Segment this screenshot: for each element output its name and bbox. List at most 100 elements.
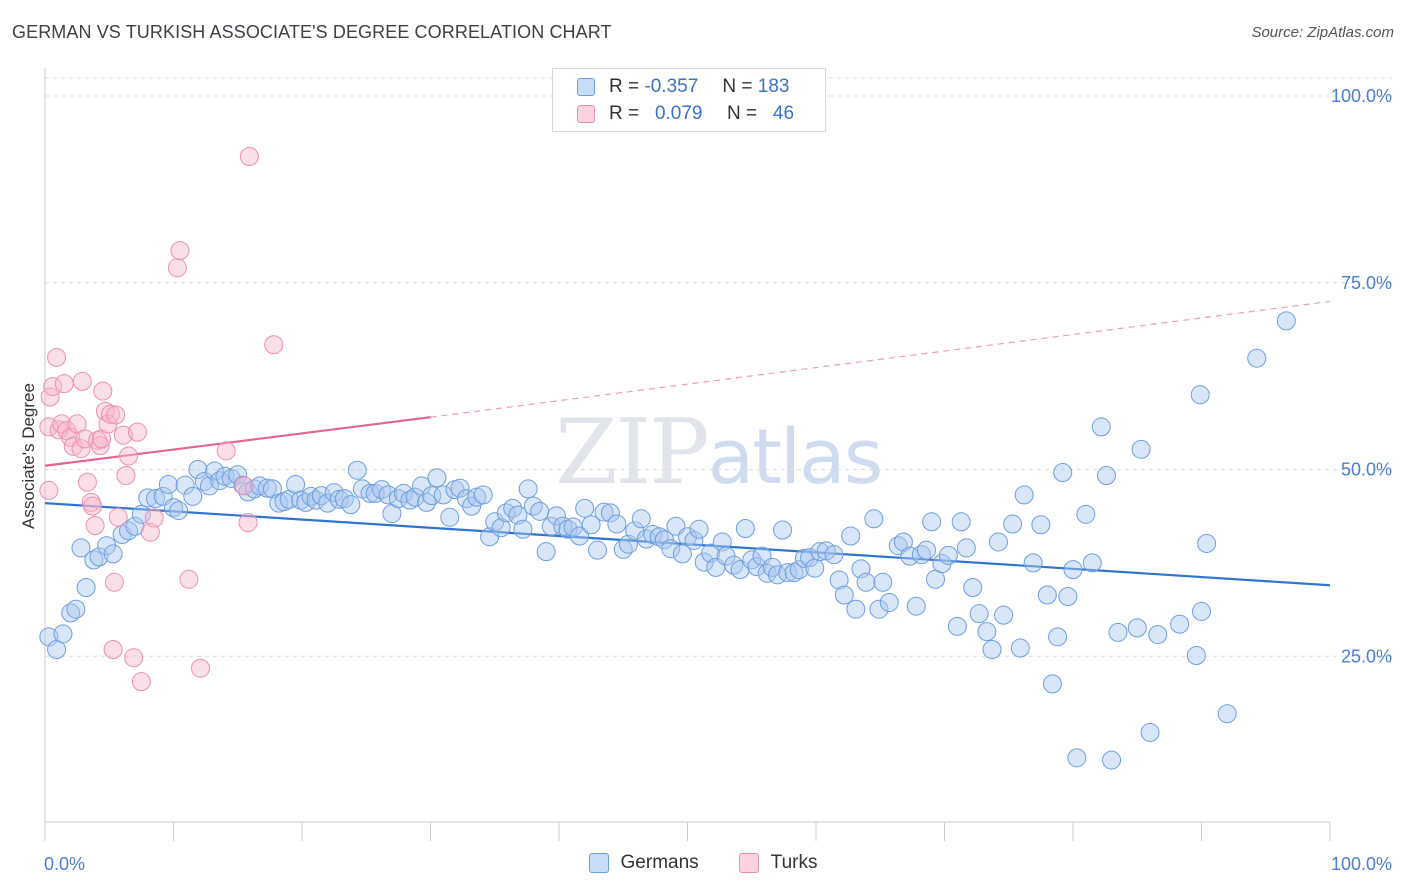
german-point xyxy=(846,599,866,619)
german-point xyxy=(607,514,627,534)
turk-point xyxy=(63,436,83,456)
german-point xyxy=(536,542,556,562)
german-point xyxy=(546,506,566,526)
german-point xyxy=(1102,750,1122,770)
german-point xyxy=(956,538,976,558)
german-point xyxy=(76,578,96,598)
turk-point xyxy=(85,516,105,536)
legend-label: Turks xyxy=(770,852,818,873)
german-point xyxy=(250,476,270,496)
german-point xyxy=(649,527,669,547)
german-point xyxy=(1247,348,1267,368)
data-points xyxy=(39,147,1296,770)
german-point xyxy=(1037,585,1057,605)
german-point xyxy=(1010,638,1030,658)
german-point xyxy=(417,492,437,512)
y-tick-label: 50.0% xyxy=(1341,460,1392,480)
turk-point xyxy=(264,335,284,355)
german-point xyxy=(131,504,151,524)
german-point xyxy=(594,502,614,522)
german-point xyxy=(1108,622,1128,642)
german-point xyxy=(440,507,460,527)
german-point xyxy=(1197,533,1217,553)
german-point xyxy=(199,476,219,496)
german-point xyxy=(183,486,203,506)
german-point xyxy=(301,486,321,506)
turk-point xyxy=(131,672,151,692)
german-point xyxy=(1031,515,1051,535)
german-point xyxy=(906,596,926,616)
german-point xyxy=(1023,553,1043,573)
turks-trend-extension xyxy=(430,300,1331,418)
german-point xyxy=(138,488,158,508)
german-point xyxy=(503,498,523,518)
german-point xyxy=(158,474,178,494)
german-point xyxy=(873,572,893,592)
german-point xyxy=(1096,465,1116,485)
turk-point xyxy=(106,405,126,425)
german-point xyxy=(372,480,392,500)
turk-point xyxy=(52,414,72,434)
n-value: 183 xyxy=(757,76,790,97)
n-value: 46 xyxy=(772,103,795,124)
germans-trend-line xyxy=(44,502,1331,587)
y-tick-label: 100.0% xyxy=(1331,86,1392,106)
german-point xyxy=(1053,462,1073,482)
german-point xyxy=(1127,618,1147,638)
german-point xyxy=(701,543,721,563)
turk-point xyxy=(104,572,124,592)
german-point xyxy=(747,557,767,577)
german-point xyxy=(188,460,208,479)
german-point xyxy=(1131,439,1151,459)
german-point xyxy=(473,485,493,505)
german-point xyxy=(53,624,73,644)
axes xyxy=(44,68,1331,841)
watermark-atlas: atlas xyxy=(707,412,884,501)
german-point xyxy=(71,538,91,558)
turk-point xyxy=(47,347,67,367)
turk-point xyxy=(72,371,92,391)
german-point xyxy=(778,563,798,583)
german-point xyxy=(291,490,311,510)
german-point xyxy=(1276,311,1296,331)
german-point xyxy=(89,547,109,567)
turks-swatch xyxy=(577,105,595,123)
german-point xyxy=(146,489,166,509)
german-point xyxy=(450,478,470,498)
german-point xyxy=(169,501,189,521)
german-point xyxy=(462,496,482,516)
german-point xyxy=(742,550,762,570)
turk-point xyxy=(39,480,59,500)
y-tick-label: 25.0% xyxy=(1341,646,1392,666)
german-point xyxy=(1186,646,1206,666)
turk-point xyxy=(77,472,97,492)
turk-point xyxy=(113,425,133,445)
german-point xyxy=(1140,722,1160,742)
german-point xyxy=(784,563,804,583)
german-point xyxy=(963,578,983,598)
x-tick-label: 100.0% xyxy=(1331,854,1392,874)
german-point xyxy=(175,475,195,495)
german-point xyxy=(205,461,225,481)
german-point xyxy=(689,519,709,539)
german-point xyxy=(588,540,608,560)
german-point xyxy=(427,468,447,488)
german-point xyxy=(508,505,528,525)
turk-point xyxy=(83,496,103,516)
german-point xyxy=(66,599,86,619)
german-point xyxy=(311,486,331,506)
turk-point xyxy=(101,404,121,424)
turk-point xyxy=(170,241,190,261)
turks-trend-line xyxy=(44,416,431,467)
german-point xyxy=(341,495,361,515)
german-point xyxy=(829,570,849,590)
german-point xyxy=(257,478,277,498)
y-tick-label: 75.0% xyxy=(1341,273,1392,293)
german-point xyxy=(1048,627,1068,647)
german-point xyxy=(518,479,538,499)
german-point xyxy=(661,539,681,559)
german-point xyxy=(631,509,651,529)
turk-point xyxy=(71,439,91,459)
legend-item-germans: Germans xyxy=(588,852,699,874)
